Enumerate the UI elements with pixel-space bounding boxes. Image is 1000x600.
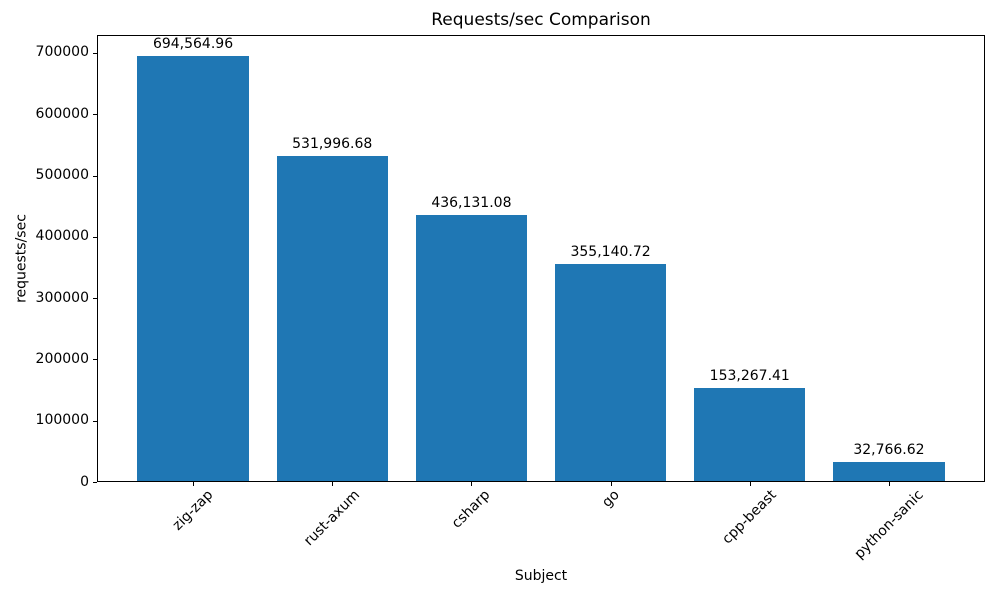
y-axis-label: requests/sec bbox=[13, 214, 30, 303]
y-axis-tick bbox=[93, 236, 97, 238]
y-axis-tick bbox=[93, 175, 97, 177]
y-tick-label: 200000 bbox=[35, 350, 89, 367]
y-tick-label: 700000 bbox=[35, 44, 89, 61]
x-axis-tick bbox=[888, 482, 890, 486]
x-tick-label: python-sanic bbox=[851, 487, 927, 563]
y-tick-label: 100000 bbox=[35, 412, 89, 429]
x-tick-label: cpp-beast bbox=[719, 487, 780, 548]
bar-python-sanic bbox=[833, 461, 945, 481]
y-axis-tick bbox=[93, 298, 97, 300]
bar-value-label: 436,131.08 bbox=[431, 194, 512, 211]
y-axis-tick bbox=[93, 114, 97, 116]
y-tick-label: 500000 bbox=[35, 167, 89, 184]
y-tick-label: 400000 bbox=[35, 228, 89, 245]
y-tick-label: 600000 bbox=[35, 105, 89, 122]
y-axis-tick bbox=[93, 359, 97, 361]
y-axis-tick bbox=[93, 420, 97, 422]
bar-go bbox=[554, 264, 667, 481]
x-axis-tick bbox=[193, 482, 195, 486]
bar-rust-axum bbox=[276, 155, 388, 481]
y-tick-label: 300000 bbox=[35, 289, 89, 306]
bar-cpp-beast bbox=[694, 388, 806, 481]
chart-title: Requests/sec Comparison bbox=[431, 10, 651, 30]
y-tick-label: 0 bbox=[80, 473, 89, 490]
y-axis-tick bbox=[93, 52, 97, 54]
bar-value-label: 531,996.68 bbox=[292, 135, 373, 152]
x-axis-tick bbox=[471, 482, 473, 486]
x-tick-label: zig-zap bbox=[169, 487, 217, 534]
y-axis-tick bbox=[93, 482, 97, 483]
bar-csharp bbox=[415, 214, 528, 481]
x-tick-label: go bbox=[598, 487, 623, 511]
x-axis-tick bbox=[749, 482, 751, 486]
x-axis-tick bbox=[332, 482, 334, 486]
x-tick-label: rust-axum bbox=[300, 487, 363, 550]
bar-value-label: 153,267.41 bbox=[709, 368, 790, 385]
bar-value-label: 355,140.72 bbox=[570, 244, 651, 261]
x-tick-label: csharp bbox=[448, 487, 494, 532]
bar-value-label: 694,564.96 bbox=[152, 36, 234, 53]
x-axis-label: Subject bbox=[514, 568, 568, 584]
bar-zig-zap bbox=[137, 56, 249, 481]
bar-value-label: 32,766.62 bbox=[853, 441, 925, 458]
x-axis-tick bbox=[610, 482, 612, 486]
